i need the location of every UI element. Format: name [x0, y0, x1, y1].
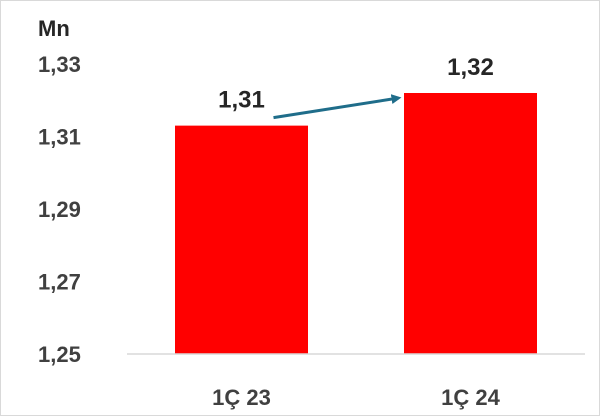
- y-tick-label: 1,29: [38, 197, 81, 222]
- x-tick-label: 1Ç 24: [441, 385, 500, 410]
- y-axis-ticks: 1,25 1,27 1,29 1,31 1,33: [38, 52, 81, 367]
- data-label: 1,31: [218, 87, 265, 114]
- x-tick-label: 1Ç 23: [212, 385, 271, 410]
- y-tick-label: 1,31: [38, 125, 81, 150]
- y-tick-label: 1,27: [38, 270, 81, 295]
- y-tick-label: 1,25: [38, 342, 81, 367]
- data-label: 1,32: [447, 54, 494, 81]
- bar: [175, 125, 308, 354]
- bars-group: [175, 93, 537, 354]
- unit-label: Mn: [38, 16, 70, 41]
- data-labels: 1,31 1,32: [218, 54, 494, 114]
- bar: [404, 93, 537, 354]
- x-axis-labels: 1Ç 23 1Ç 24: [212, 385, 500, 410]
- y-tick-label: 1,33: [38, 52, 81, 77]
- trend-arrow: [273, 94, 402, 120]
